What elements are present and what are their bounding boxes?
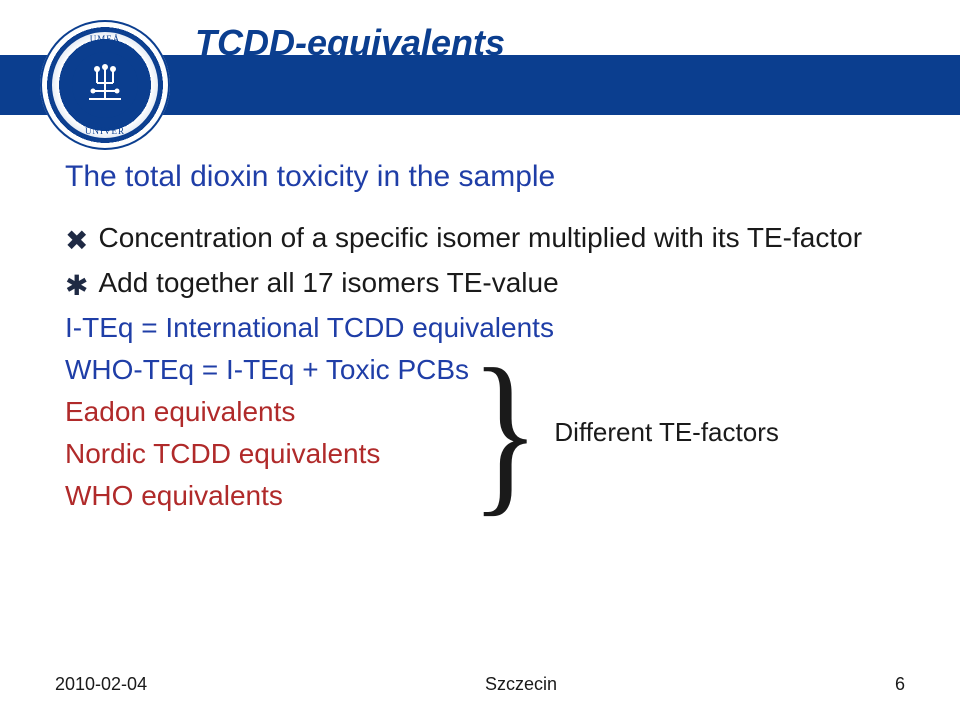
bullet-row: ✖ Concentration of a specific isomer mul… bbox=[65, 222, 905, 257]
brace-group: } Different TE-factors bbox=[470, 360, 779, 504]
bullet-icon: ✖ bbox=[65, 224, 88, 257]
subtitle-text: The total dioxin toxicity in the sample bbox=[65, 160, 555, 193]
line-eadon-text: Eadon equivalents bbox=[65, 396, 295, 427]
footer-location: Szczecin bbox=[485, 674, 557, 695]
bullet-row: ✱ Add together all 17 isomers TE-value bbox=[65, 267, 905, 302]
footer: 2010-02-04 Szczecin 6 bbox=[55, 674, 905, 695]
bullet-text: Add together all 17 isomers TE-value bbox=[98, 267, 558, 299]
line-who-text: WHO equivalents bbox=[65, 480, 283, 511]
footer-date: 2010-02-04 bbox=[55, 674, 147, 695]
footer-page: 6 bbox=[895, 674, 905, 695]
slide-title: TCDD-equivalents bbox=[195, 22, 505, 64]
seal-tree-icon bbox=[83, 63, 127, 107]
brace-glyph: } bbox=[471, 360, 540, 504]
seal-text-bottom: UNIVER bbox=[40, 126, 170, 136]
slide-title-text: TCDD-equivalents bbox=[195, 22, 505, 63]
bullet-text: Concentration of a specific isomer multi… bbox=[98, 222, 862, 254]
university-seal: UMEÅ UNIVER bbox=[40, 20, 170, 150]
line-whoteq-text: WHO-TEq = I-TEq + Toxic PCBs bbox=[65, 354, 469, 385]
seal-center bbox=[72, 52, 138, 118]
brace-label: Different TE-factors bbox=[554, 417, 778, 448]
seal-text-top: UMEÅ bbox=[40, 34, 170, 44]
subtitle: The total dioxin toxicity in the sample bbox=[65, 160, 905, 194]
line-nordic-text: Nordic TCDD equivalents bbox=[65, 438, 380, 469]
bullet-icon: ✱ bbox=[65, 269, 88, 302]
